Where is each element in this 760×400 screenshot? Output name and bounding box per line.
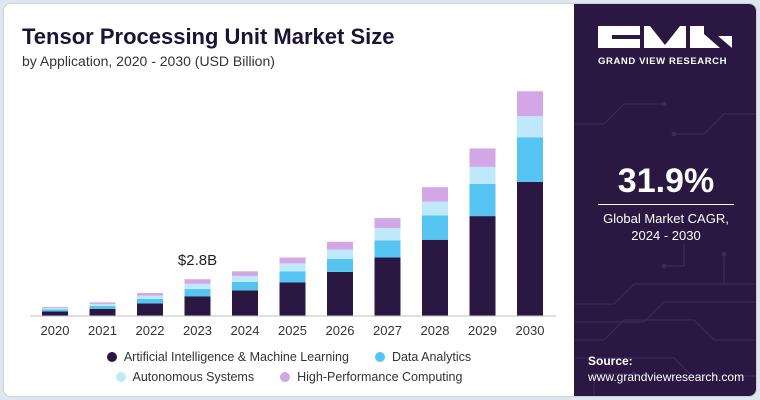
bar-segment-data-analytics-2022: [137, 298, 163, 304]
bar-segment-autonomous-2025: [279, 263, 306, 272]
x-tick-label-2023: 2023: [183, 323, 212, 338]
bar-segment-hpc-2025: [279, 257, 306, 264]
bar-segment-data-analytics-2028: [422, 215, 448, 240]
bar-segment-hpc-2021: [89, 302, 116, 304]
x-tick-label-2020: 2020: [41, 323, 70, 338]
bar-segment-hpc-2023: [184, 279, 211, 284]
bar-segment-data-analytics-2027: [374, 240, 401, 258]
logo-mark-g: [598, 26, 640, 48]
x-tick-label-2028: 2028: [421, 323, 450, 338]
bar-segment-ai-ml-2027: [374, 257, 401, 316]
bar-segment-hpc-2030: [517, 91, 543, 117]
bar-segment-autonomous-2028: [422, 201, 448, 216]
bar-segment-data-analytics-2024: [232, 281, 258, 291]
bar-segment-ai-ml-2020: [42, 311, 68, 316]
bar-segment-data-analytics-2030: [517, 137, 543, 182]
bar-segment-autonomous-2026: [327, 249, 353, 259]
x-tick-label-2025: 2025: [278, 323, 307, 338]
legend-item-autonomous: Autonomous Systems: [115, 370, 255, 384]
bar-segment-ai-ml-2029: [469, 216, 496, 316]
legend-swatch-autonomous: [115, 372, 126, 382]
bar-segment-autonomous-2020: [42, 308, 68, 310]
bar-segment-data-analytics-2025: [279, 271, 306, 283]
legend-item-hpc: High-Performance Computing: [280, 370, 462, 384]
bar-segment-ai-ml-2021: [89, 308, 116, 316]
legend-item-ai-ml: Artificial Intelligence & Machine Learni…: [106, 350, 349, 364]
legend-swatch-hpc: [280, 372, 291, 382]
bar-segment-data-analytics-2029: [469, 183, 496, 217]
logo-text: GRAND VIEW RESEARCH: [598, 56, 728, 67]
bar-segment-autonomous-2021: [89, 303, 116, 306]
bar-segment-hpc-2026: [327, 241, 353, 250]
legend-swatch-ai-ml: [106, 352, 117, 362]
bar-segment-autonomous-2023: [184, 283, 211, 290]
bar-segment-ai-ml-2028: [422, 239, 448, 316]
stats-panel: GRAND VIEW RESEARCH 31.9% Global Market …: [574, 4, 756, 396]
cagr-divider: [598, 204, 734, 205]
bar-segment-ai-ml-2025: [279, 282, 306, 316]
legend-row-2: Autonomous Systems High-Performance Comp…: [4, 370, 574, 384]
x-tick-label-2026: 2026: [326, 323, 355, 338]
brand-logo: GRAND VIEW RESEARCH: [598, 26, 738, 67]
bar-segment-hpc-2024: [232, 271, 258, 276]
bar-segment-hpc-2029: [469, 148, 496, 167]
cagr-label-line-2: 2024 - 2030: [631, 228, 701, 243]
logo-mark-r: [690, 26, 732, 48]
bar-segment-ai-ml-2022: [137, 303, 163, 316]
chart-legend: Artificial Intelligence & Machine Learni…: [4, 350, 574, 390]
legend-label-hpc: High-Performance Computing: [297, 370, 463, 384]
circuit-background-pattern: [574, 101, 756, 396]
bar-segment-ai-ml-2030: [517, 181, 543, 316]
bar-segment-ai-ml-2023: [184, 296, 211, 316]
bar-segment-hpc-2020: [42, 307, 68, 309]
bar-segment-ai-ml-2026: [327, 271, 353, 316]
x-tick-label-2029: 2029: [468, 323, 497, 338]
bar-segment-autonomous-2022: [137, 295, 163, 299]
x-tick-label-2027: 2027: [373, 323, 402, 338]
legend-row-1: Artificial Intelligence & Machine Learni…: [4, 350, 574, 364]
bar-segment-hpc-2027: [374, 218, 401, 228]
bar-segment-autonomous-2030: [517, 116, 543, 138]
x-tick-label-2024: 2024: [231, 323, 260, 338]
legend-item-data-analytics: Data Analytics: [374, 350, 472, 364]
bar-segment-data-analytics-2026: [327, 258, 353, 272]
legend-swatch-data-analytics: [374, 352, 385, 362]
chart-title: Tensor Processing Unit Market Size: [22, 24, 395, 49]
source-label: Source:: [588, 354, 633, 368]
bar-segment-autonomous-2027: [374, 227, 401, 241]
bar-segment-data-analytics-2021: [89, 305, 116, 309]
chart-subtitle: by Application, 2020 - 2030 (USD Billion…: [22, 53, 275, 69]
x-tick-label-2030: 2030: [516, 323, 545, 338]
x-tick-label-2021: 2021: [88, 323, 117, 338]
cagr-label: Global Market CAGR, 2024 - 2030: [574, 210, 756, 244]
legend-label-autonomous: Autonomous Systems: [132, 370, 255, 384]
stacked-bar-chart: 2020 2021 2022 2023 2024 2025 2026 2027 2028 2029…: [30, 91, 556, 338]
cagr-label-line-1: Global Market CAGR,: [603, 211, 729, 226]
logo-marks: [598, 26, 738, 48]
x-tick-label-2022: 2022: [136, 323, 165, 338]
bar-segment-autonomous-2024: [232, 275, 258, 282]
bar-segment-data-analytics-2023: [184, 289, 211, 297]
bar-segment-hpc-2028: [422, 187, 448, 202]
cagr-value: 31.9%: [617, 162, 715, 200]
bar-segment-data-analytics-2020: [42, 309, 68, 312]
legend-label-data-analytics: Data Analytics: [391, 350, 472, 364]
bar-segment-ai-ml-2024: [232, 290, 258, 316]
chart-panel: Tensor Processing Unit Market Size by Ap…: [4, 4, 574, 396]
logo-mark-v: [644, 26, 686, 48]
infographic-card: Tensor Processing Unit Market Size by Ap…: [3, 3, 757, 397]
legend-label-ai-ml: Artificial Intelligence & Machine Learni…: [123, 350, 349, 364]
source-url: www.grandviewresearch.com: [588, 370, 745, 384]
bar-segment-autonomous-2029: [469, 166, 496, 184]
bar-segment-hpc-2022: [137, 293, 163, 296]
annotation-label-2023: $2.8B: [178, 252, 217, 269]
